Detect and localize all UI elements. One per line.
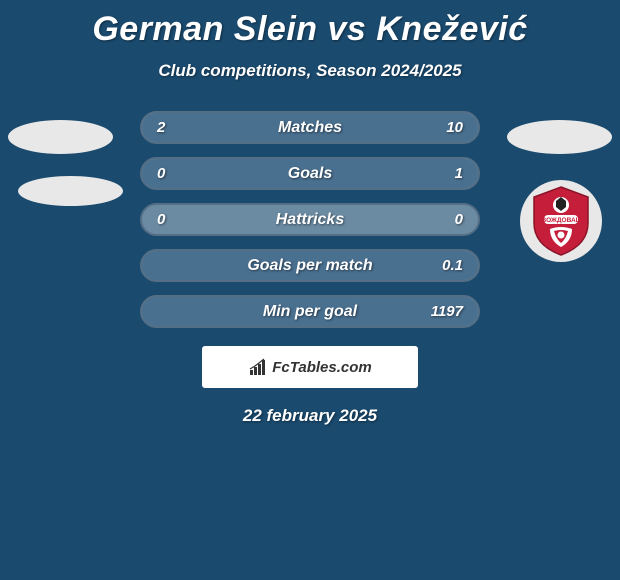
stat-row: 2 Matches 10	[140, 111, 480, 144]
stats-area: 2Matches100Goals10Hattricks0Goals per ma…	[0, 111, 620, 328]
stat-value-right: 1	[455, 165, 463, 182]
stat-value-left: 0	[157, 165, 165, 182]
page-title: German Slein vs Knežević	[0, 10, 620, 49]
stat-label: Matches	[278, 119, 342, 137]
stat-row: 0 Hattricks 0	[140, 203, 480, 236]
stat-label: Min per goal	[263, 303, 357, 321]
stat-value-right: 0	[455, 211, 463, 228]
stat-value-right: 10	[446, 119, 463, 136]
subtitle: Club competitions, Season 2024/2025	[0, 61, 620, 81]
stat-value-right: 1197	[431, 303, 463, 320]
stat-value-right: 0.1	[442, 257, 463, 274]
stat-label: Goals per match	[247, 257, 372, 275]
footer-banner[interactable]: FcTables.com	[202, 346, 418, 388]
stat-fill-left	[142, 113, 199, 142]
stat-row: Min per goal 1197	[140, 295, 480, 328]
stat-value-left: 2	[157, 119, 165, 136]
stat-label: Hattricks	[276, 211, 344, 229]
chart-icon	[248, 358, 268, 376]
stat-row: Goals per match 0.1	[140, 249, 480, 282]
stat-value-left: 0	[157, 211, 165, 228]
stat-row: 0 Goals 1	[140, 157, 480, 190]
date-label: 22 february 2025	[0, 406, 620, 426]
banner-text: FcTables.com	[272, 359, 371, 376]
stat-label: Goals	[288, 165, 332, 183]
